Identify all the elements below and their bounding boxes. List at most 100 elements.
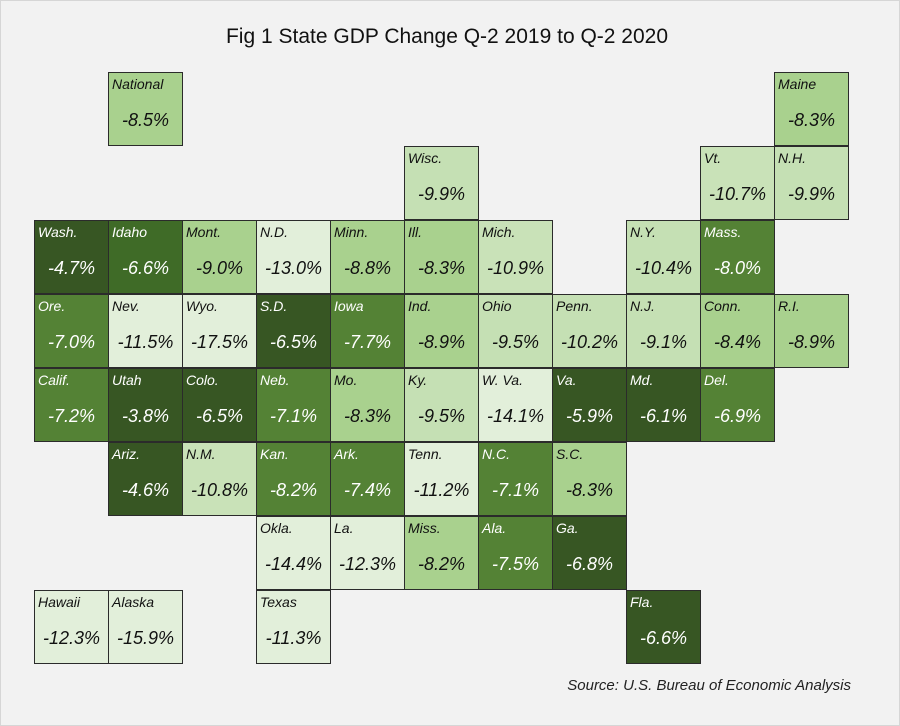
tile-value: -7.4% [343, 480, 392, 500]
state-tile: Kan. -8.2% [256, 442, 331, 516]
state-tile: Ohio -9.5% [478, 294, 553, 368]
state-tile: Del. -6.9% [700, 368, 775, 442]
tile-value: -9.9% [417, 184, 466, 204]
tile-value: -8.3% [343, 406, 392, 426]
tile-value: -9.5% [417, 406, 466, 426]
tile-label: Ind. [408, 298, 432, 314]
tile-value: -7.7% [343, 332, 392, 352]
state-tile: Ala. -7.5% [478, 516, 553, 590]
state-tile: Wisc. -9.9% [404, 146, 479, 220]
tile-value: -5.9% [565, 406, 614, 426]
state-tile: S.D. -6.5% [256, 294, 331, 368]
tile-label: Ohio [482, 298, 512, 314]
tile-value: -4.6% [121, 480, 170, 500]
tile-label: Conn. [704, 298, 742, 314]
tile-value: -8.3% [565, 480, 614, 500]
tile-label: Ala. [482, 520, 507, 536]
tile-value: -4.7% [47, 258, 96, 278]
tile-value: -7.2% [47, 406, 96, 426]
tile-label: R.I. [778, 298, 800, 314]
tile-value: -13.0% [264, 258, 323, 278]
tile-label: N.J. [630, 298, 655, 314]
state-tile: Vt. -10.7% [700, 146, 775, 220]
state-tile: Colo. -6.5% [182, 368, 257, 442]
tile-label: Ky. [408, 372, 428, 388]
tile-label: Okla. [260, 520, 293, 536]
state-tile: Utah -3.8% [108, 368, 183, 442]
tile-value: -8.3% [787, 110, 836, 130]
tile-value: -8.3% [417, 258, 466, 278]
state-tile: Hawaii -12.3% [34, 590, 109, 664]
tile-value: -3.8% [121, 406, 170, 426]
state-tile: Nev. -11.5% [108, 294, 183, 368]
tile-value: -6.5% [269, 332, 318, 352]
tile-value: -9.5% [491, 332, 540, 352]
tile-label: Wyo. [186, 298, 218, 314]
state-tile: Ill. -8.3% [404, 220, 479, 294]
tile-value: -6.6% [121, 258, 170, 278]
tile-label: Maine [778, 76, 817, 92]
state-tile: N.C. -7.1% [478, 442, 553, 516]
state-tile: Ky. -9.5% [404, 368, 479, 442]
tile-value: -8.0% [713, 258, 762, 278]
tile-value: -11.3% [265, 628, 322, 648]
tile-value: -9.0% [195, 258, 244, 278]
tile-label: Mass. [704, 224, 742, 240]
tile-label: Minn. [334, 224, 369, 240]
state-tile: S.C. -8.3% [552, 442, 627, 516]
state-tile: Okla. -14.4% [256, 516, 331, 590]
tile-value: -7.0% [47, 332, 96, 352]
state-tile: Mich. -10.9% [478, 220, 553, 294]
tile-value: -6.6% [639, 628, 688, 648]
tile-value: -11.5% [117, 332, 174, 352]
tile-label: N.M. [186, 446, 216, 462]
tile-label: Wisc. [408, 150, 443, 166]
state-tile: Mo. -8.3% [330, 368, 405, 442]
tile-value: -14.4% [264, 554, 323, 574]
source-note: Source: U.S. Bureau of Economic Analysis [567, 677, 851, 694]
tile-label: Colo. [186, 372, 219, 388]
tile-value: -11.2% [413, 480, 470, 500]
state-tile: Fla. -6.6% [626, 590, 701, 664]
state-tile: Idaho -6.6% [108, 220, 183, 294]
state-tile: W. Va. -14.1% [478, 368, 553, 442]
tile-value: -10.7% [708, 184, 767, 204]
state-tile: Ga. -6.8% [552, 516, 627, 590]
tile-label: Ark. [334, 446, 359, 462]
state-tile: Calif. -7.2% [34, 368, 109, 442]
state-tile: N.H. -9.9% [774, 146, 849, 220]
tile-value: -7.5% [491, 554, 540, 574]
tile-label: Nev. [112, 298, 140, 314]
tile-value: -6.5% [195, 406, 244, 426]
tile-label: Kan. [260, 446, 289, 462]
tile-label: Texas [260, 594, 297, 610]
state-tile: Minn. -8.8% [330, 220, 405, 294]
tile-value: -8.5% [121, 110, 170, 130]
tile-label: Del. [704, 372, 729, 388]
state-tile: Va. -5.9% [552, 368, 627, 442]
tile-value: -12.3% [42, 628, 101, 648]
state-tile: Texas -11.3% [256, 590, 331, 664]
tile-value: -9.1% [639, 332, 688, 352]
state-tile: Neb. -7.1% [256, 368, 331, 442]
state-tile: National -8.5% [108, 72, 183, 146]
tile-value: -7.1% [491, 480, 540, 500]
state-tile: Conn. -8.4% [700, 294, 775, 368]
state-tile: La. -12.3% [330, 516, 405, 590]
chart-title: Fig 1 State GDP Change Q-2 2019 to Q-2 2… [225, 25, 669, 48]
state-tile: Wyo. -17.5% [182, 294, 257, 368]
tile-label: Wash. [38, 224, 78, 240]
tile-value: -9.9% [787, 184, 836, 204]
tile-value: -7.1% [269, 406, 318, 426]
state-tile: Miss. -8.2% [404, 516, 479, 590]
state-tile: Iowa -7.7% [330, 294, 405, 368]
tile-value: -15.9% [116, 628, 175, 648]
tile-label: Utah [112, 372, 142, 388]
tile-label: National [112, 76, 164, 92]
tile-label: Calif. [38, 372, 70, 388]
tile-label: Fla. [630, 594, 654, 610]
state-tile: Wash. -4.7% [34, 220, 109, 294]
tile-label: Iowa [334, 298, 364, 314]
state-tile: Md. -6.1% [626, 368, 701, 442]
